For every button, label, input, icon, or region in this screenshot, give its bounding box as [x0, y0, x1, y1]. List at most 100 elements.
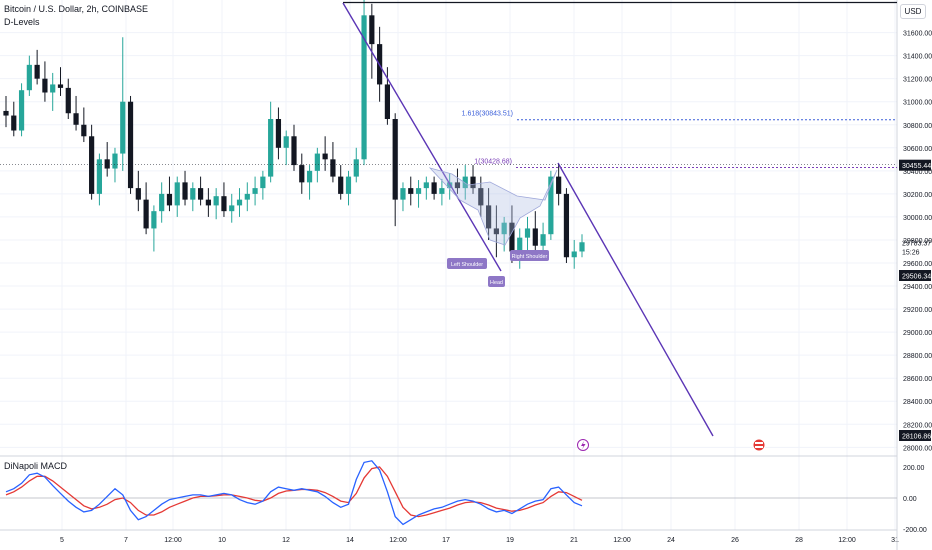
candle-body — [151, 211, 157, 229]
candle-body — [81, 124, 87, 137]
candle-body — [524, 228, 531, 238]
fib-level-label: 1.618(30843.51) — [462, 111, 513, 118]
y-tick-label: 30600.00 — [903, 146, 932, 153]
candle-body — [314, 153, 320, 171]
candle — [291, 124, 297, 171]
macd-tick-label: 200.00 — [903, 465, 925, 472]
x-tick-label: 5 — [60, 537, 64, 544]
candle-body — [120, 101, 126, 154]
candle-body — [485, 205, 492, 229]
x-tick-label: 14 — [346, 537, 354, 544]
x-tick-label: 12:00 — [389, 537, 407, 544]
candle-body — [299, 165, 305, 183]
candle-body — [244, 193, 250, 200]
x-tick-label: 19 — [506, 537, 514, 544]
candle — [236, 188, 243, 217]
candle-body — [213, 196, 219, 206]
candle — [143, 182, 149, 235]
candle — [104, 142, 110, 177]
candle-body — [275, 119, 282, 148]
candle-body — [361, 15, 367, 160]
candle — [26, 55, 32, 96]
candle — [120, 37, 126, 171]
price-tag: 15:26 — [902, 250, 920, 257]
y-tick-label: 29400.00 — [903, 284, 932, 291]
candle-body — [197, 188, 204, 200]
candle-body — [236, 199, 243, 206]
candle-body — [104, 159, 110, 169]
x-tick-label: 17 — [442, 537, 450, 544]
candle-body — [462, 176, 468, 189]
price-tag-bg — [899, 270, 931, 281]
candle — [524, 216, 531, 252]
x-tick-label: 26 — [731, 537, 739, 544]
currency-button[interactable]: USD — [900, 4, 926, 19]
candle — [415, 180, 422, 208]
candle-body — [532, 228, 538, 246]
macd-indicator-label[interactable]: DiNapoli MACD — [4, 461, 68, 471]
candle-body — [135, 188, 141, 200]
y-tick-label: 28600.00 — [903, 376, 932, 383]
price-tag-bg — [899, 159, 931, 171]
x-tick-label: 12:00 — [164, 537, 182, 544]
x-tick-label: 31 — [891, 537, 899, 544]
candle — [501, 216, 507, 252]
candle — [182, 170, 188, 206]
candle-body — [501, 222, 507, 235]
candle — [384, 67, 391, 125]
candle — [299, 153, 305, 194]
candle — [197, 176, 204, 206]
candle-body — [127, 101, 134, 189]
candle — [213, 188, 219, 220]
candle-body — [143, 199, 149, 229]
candle — [470, 165, 476, 194]
candle-body — [384, 84, 391, 119]
x-tick-label: 12:00 — [838, 537, 856, 544]
candle — [65, 78, 71, 119]
flag-stripe — [755, 446, 763, 448]
fib-level-label: 1(30428.68) — [474, 159, 512, 166]
lightning-event-icon — [577, 439, 589, 451]
candle-body — [454, 182, 461, 189]
candle — [563, 188, 570, 263]
price-tag-label: 28106.86 — [902, 434, 931, 441]
candle-body — [369, 15, 375, 45]
candle-body — [89, 136, 95, 194]
candle — [81, 107, 87, 143]
candle — [485, 188, 492, 240]
candle — [89, 124, 95, 200]
candle-body — [229, 205, 235, 212]
candle-body — [18, 90, 25, 131]
candle — [400, 182, 406, 212]
down-trendline — [557, 162, 714, 437]
x-tick-label: 28 — [795, 537, 803, 544]
pattern-shape — [428, 167, 558, 246]
macd-tick-label: 0.00 — [903, 496, 917, 503]
candle-body — [112, 153, 118, 169]
candle — [96, 153, 103, 206]
candle — [260, 170, 266, 200]
candle — [50, 72, 56, 111]
down-trendline — [342, 2, 502, 272]
pattern-tag: Head — [488, 276, 505, 287]
candle — [314, 147, 320, 183]
symbol-title[interactable]: Bitcoin / U.S. Dollar, 2h, COINBASE — [4, 4, 149, 14]
pattern-tag: Left Shoulder — [447, 258, 487, 269]
candle — [408, 176, 414, 206]
x-tick-label: 10 — [218, 537, 226, 544]
indicator-label[interactable]: D-Levels — [4, 17, 40, 27]
candle — [345, 170, 352, 206]
candle — [493, 205, 499, 258]
candle-body — [65, 87, 71, 114]
candle-body — [345, 176, 352, 194]
candle — [556, 163, 562, 206]
candle — [42, 61, 48, 102]
candle-body — [221, 196, 227, 212]
candle — [517, 228, 523, 269]
candle — [361, 0, 367, 166]
candle — [73, 95, 79, 131]
candle-body — [50, 84, 56, 93]
candle-body — [11, 115, 17, 131]
candle-body — [509, 222, 515, 252]
